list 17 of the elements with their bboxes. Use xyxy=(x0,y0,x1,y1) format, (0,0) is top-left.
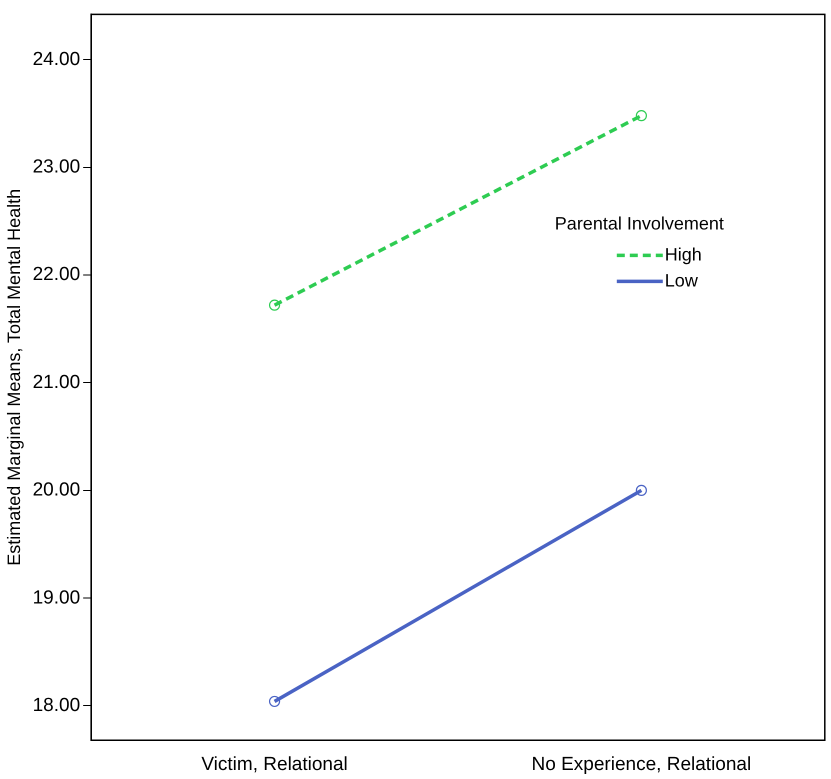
legend-title: Parental Involvement xyxy=(554,213,724,234)
point xyxy=(636,484,647,496)
legend-label: Low xyxy=(664,270,699,290)
y-tick-label: 21.00 xyxy=(32,372,80,393)
y-tick-label: 22.00 xyxy=(32,264,80,286)
y-tick-label: 24.00 xyxy=(32,48,80,70)
y-tick-label: 18.00 xyxy=(32,694,80,716)
legend-label: High xyxy=(664,244,702,264)
point xyxy=(268,300,280,311)
y-tick-label: 23.00 xyxy=(32,156,80,178)
y-tick-label: 20.00 xyxy=(32,480,80,501)
y-axis-title: Estimated Marginal Means, Total Mental Health xyxy=(4,188,24,566)
y-tick-label: 19.00 xyxy=(32,587,80,608)
point xyxy=(268,696,280,708)
point xyxy=(636,110,647,122)
x-tick-label: Victim, Relational xyxy=(201,754,348,775)
x-tick-label: No Experience, Relational xyxy=(532,754,752,775)
